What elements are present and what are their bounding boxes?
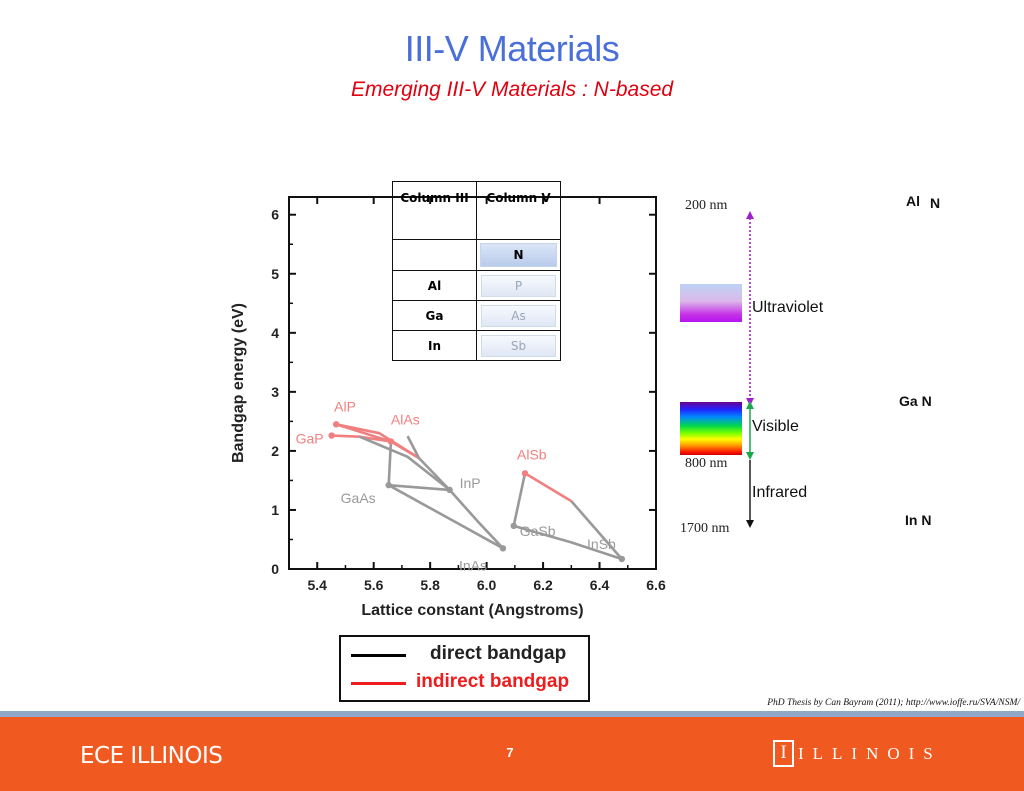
y-tick-label: 5 [271, 266, 279, 282]
page-subtitle: Emerging III-V Materials : N-based [350, 78, 674, 101]
x-tick-label: 6.4 [590, 577, 610, 593]
direct-bandgap-curve [512, 473, 527, 527]
footer-stripe [0, 711, 1024, 717]
element-sb: Sb [481, 334, 556, 357]
illinois-i-mark: I [773, 740, 794, 767]
bandgap-chart: 5.4 5.6 5.8 6.0 6.2 6.4 6.6 0 1 2 3 4 5 6 Lattice cons… [230, 196, 666, 619]
y-tick-label: 1 [271, 502, 279, 518]
indirect-bandgap-curve [390, 440, 420, 460]
compound-gan: Ga N [899, 393, 932, 409]
ece-illinois-brand: ECE ILLINOIS [80, 743, 223, 769]
ultraviolet-swatch [680, 284, 742, 322]
data-label: AlAs [391, 411, 420, 427]
infrared-arrow-head-down [746, 520, 754, 528]
spectrum-arrows [746, 211, 754, 528]
y-tick-label: 0 [271, 561, 279, 577]
x-tick-label: 6.6 [646, 577, 666, 593]
col-v-header: Column V [476, 181, 561, 240]
element-as: As [481, 304, 556, 327]
uv-arrow-head-up [746, 211, 754, 219]
data-label: InAs [459, 557, 487, 573]
table-cell-iii: Al [392, 270, 477, 301]
periodic-table: Column III Column V N Al P Ga As In Sb [392, 181, 561, 361]
data-point [618, 555, 626, 563]
x-tick-label: 5.6 [364, 577, 384, 593]
wavelength-200nm: 200 nm [685, 198, 728, 213]
compound-aln-al: Al [906, 193, 920, 209]
data-label: GaAs [341, 490, 376, 506]
page-title: III-V Materials [404, 28, 620, 69]
visible-arrow-head-down [746, 452, 754, 460]
table-cell-v: N [476, 239, 561, 271]
data-label: AlSb [517, 446, 547, 462]
direct-bandgap-curve [513, 524, 623, 561]
y-tick-label: 2 [271, 443, 279, 459]
illinois-wordmark: ILLINOIS [798, 743, 942, 763]
x-tick-label: 6.2 [533, 577, 553, 593]
data-label: AlP [334, 398, 356, 414]
legend-label-direct: direct bandgap [430, 643, 567, 664]
page-number: 7 [506, 745, 514, 760]
compound-aln-n: N [930, 195, 941, 211]
x-axis-label: Lattice constant (Angstroms) [361, 602, 583, 619]
legend-label-indirect: indirect bandgap [416, 671, 570, 692]
y-axis-label: Bandgap energy (eV) [230, 303, 247, 463]
table-cell-iii: Ga [392, 300, 477, 331]
data-point [521, 470, 529, 477]
x-tick-label: 5.4 [307, 577, 327, 593]
visible-spectrum-swatch [680, 402, 742, 455]
element-p: P [481, 274, 556, 297]
legend-line-direct [351, 654, 406, 657]
band-ultraviolet: Ultraviolet [752, 299, 824, 316]
data-point [499, 545, 507, 552]
data-point [328, 432, 335, 439]
direct-bandgap-curve [388, 483, 450, 492]
illinois-logo: I ILLINOIS [773, 740, 942, 767]
data-label: GaP [296, 431, 324, 447]
wavelength-800nm: 800 nm [685, 456, 728, 471]
citation: PhD Thesis by Can Bayram (2011); http://… [767, 698, 1020, 708]
y-tick-label: 3 [271, 384, 279, 400]
table-cell-iii: In [392, 330, 477, 361]
data-point [387, 438, 395, 445]
data-label: InP [460, 475, 481, 491]
table-cell-v: P [476, 270, 561, 301]
direct-bandgap-curve [359, 435, 451, 491]
element-n: N [480, 243, 557, 267]
data-label: GaSb [520, 523, 556, 539]
direct-bandgap-curve [388, 484, 504, 550]
direct-bandgap-curve [406, 435, 451, 491]
visible-arrow-head-up [746, 401, 754, 409]
table-cell-iii [392, 239, 477, 271]
y-tick-label: 6 [271, 207, 279, 223]
direct-bandgap-curve [570, 500, 623, 560]
direct-bandgap-curve [387, 441, 393, 486]
table-cell-v: As [476, 300, 561, 331]
compound-inn: In N [905, 512, 932, 528]
x-tick-label: 5.8 [420, 577, 440, 593]
data-label: InSb [587, 536, 616, 552]
indirect-bandgap-curve [524, 472, 572, 503]
data-point [510, 522, 517, 530]
legend-line-indirect [351, 682, 406, 685]
wavelength-1700nm: 1700 nm [680, 521, 730, 536]
x-tick-label: 6.0 [477, 577, 497, 593]
y-tick-label: 4 [271, 325, 279, 341]
table-cell-v: Sb [476, 330, 561, 361]
chart-legend: direct bandgap indirect bandgap [339, 635, 590, 702]
direct-bandgap-curve [448, 489, 504, 550]
band-infrared: Infrared [752, 484, 808, 501]
data-point [332, 421, 340, 428]
col-iii-header: Column III [392, 181, 477, 240]
data-point [385, 481, 392, 489]
data-point [446, 486, 453, 494]
footer-bar [0, 717, 1024, 791]
band-visible: Visible [752, 418, 799, 435]
